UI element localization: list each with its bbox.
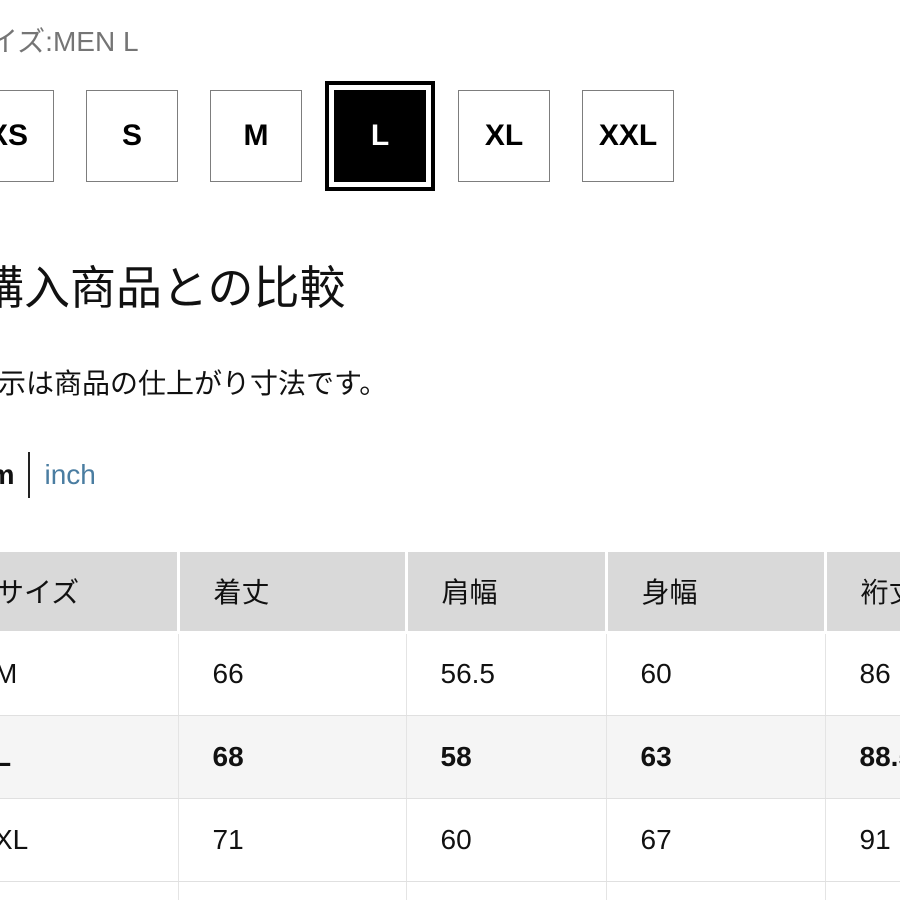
size-option-m[interactable]: M: [210, 90, 302, 182]
size-option-l-selected[interactable]: L: [334, 90, 426, 182]
unit-divider: [28, 452, 31, 498]
row-value-cell: 88.5: [825, 715, 900, 799]
size-option-xl[interactable]: XL: [458, 90, 550, 182]
measurement-note: 表示は商品の仕上がり寸法です。: [0, 368, 388, 399]
row-value-cell: 86: [825, 632, 900, 716]
size-selector: XS S M L XL XXL: [0, 80, 674, 192]
row-size-cell: XL: [0, 798, 179, 882]
size-option-xxl[interactable]: XXL: [582, 90, 674, 182]
table-row-partial: [0, 881, 900, 900]
unit-cm-link[interactable]: cm: [0, 459, 15, 490]
row-value-cell: 67: [606, 798, 826, 882]
table-header-row: サイズ 着丈 肩幅 身幅 裄丈: [0, 552, 900, 634]
header-chest-width: 身幅: [606, 552, 827, 634]
table-row: XL 71 60 67 91: [0, 798, 900, 882]
row-value-cell: 56.5: [406, 632, 607, 716]
row-value-cell: 68: [178, 715, 407, 799]
row-size-cell: M: [0, 632, 179, 716]
row-value-cell: 63: [606, 715, 826, 799]
table-row-selected: L 68 58 63 88.5: [0, 715, 900, 799]
size-option-xs[interactable]: XS: [0, 90, 54, 182]
row-value-cell: 60: [606, 632, 826, 716]
size-measurement-table: サイズ 着丈 肩幅 身幅 裄丈 M 66 56.5 60 86 L 68 58 …: [0, 552, 900, 900]
header-body-length: 着丈: [178, 552, 408, 634]
comparison-heading: 購入商品との比較: [0, 262, 346, 314]
row-value-cell: 91: [825, 798, 900, 882]
size-option-s[interactable]: S: [86, 90, 178, 182]
selected-size-label: サイズ:MEN L: [0, 26, 139, 57]
header-sleeve-length: 裄丈: [825, 552, 900, 634]
header-shoulder-width: 肩幅: [406, 552, 608, 634]
row-value-cell: 60: [406, 798, 607, 882]
unit-inch-link[interactable]: inch: [44, 459, 96, 490]
row-value-cell: 71: [178, 798, 407, 882]
row-value-cell: 58: [406, 715, 607, 799]
row-value-cell: 66: [178, 632, 407, 716]
unit-toggle: cm inch: [0, 452, 96, 498]
header-size: サイズ: [0, 552, 180, 634]
row-size-cell: L: [0, 715, 179, 799]
table-row: M 66 56.5 60 86: [0, 632, 900, 716]
